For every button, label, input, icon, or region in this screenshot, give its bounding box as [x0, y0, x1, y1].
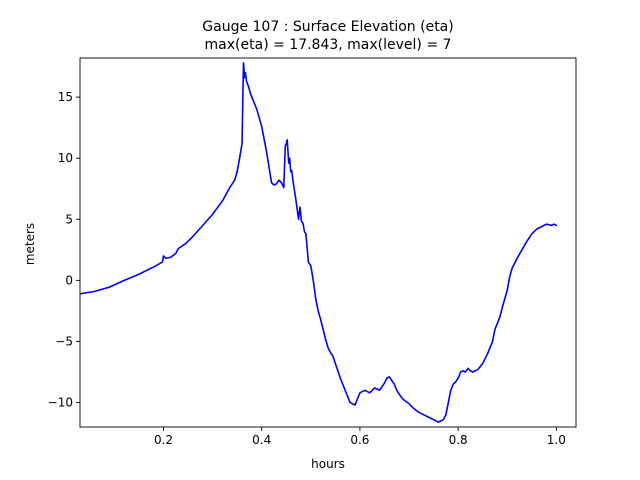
series-line-eta: [80, 62, 558, 423]
x-axis-label: hours: [311, 457, 345, 471]
y-tick-label: −5: [55, 334, 73, 348]
y-tick-label: 10: [58, 151, 73, 165]
plot-frame: [79, 57, 577, 428]
x-tick-label: 0.4: [252, 433, 271, 447]
y-axis-label: meters: [23, 223, 37, 265]
y-tick-label: 5: [65, 212, 73, 226]
x-tick-label: 0.2: [154, 433, 173, 447]
plot-area: 0.2 0.4 0.6 0.8 1.0 −10 −5 0 5 10 15: [48, 57, 577, 447]
chart-title-line2: max(eta) = 17.843, max(level) = 7: [205, 37, 452, 53]
chart-title-line1: Gauge 107 : Surface Elevation (eta): [202, 19, 453, 35]
y-tick-label: −10: [48, 396, 73, 410]
y-tick-label: 0: [65, 273, 73, 287]
x-tick-label: 0.8: [449, 433, 468, 447]
y-tick-label: 15: [58, 90, 73, 104]
x-tick-label: 1.0: [547, 433, 566, 447]
x-tick-label: 0.6: [350, 433, 369, 447]
